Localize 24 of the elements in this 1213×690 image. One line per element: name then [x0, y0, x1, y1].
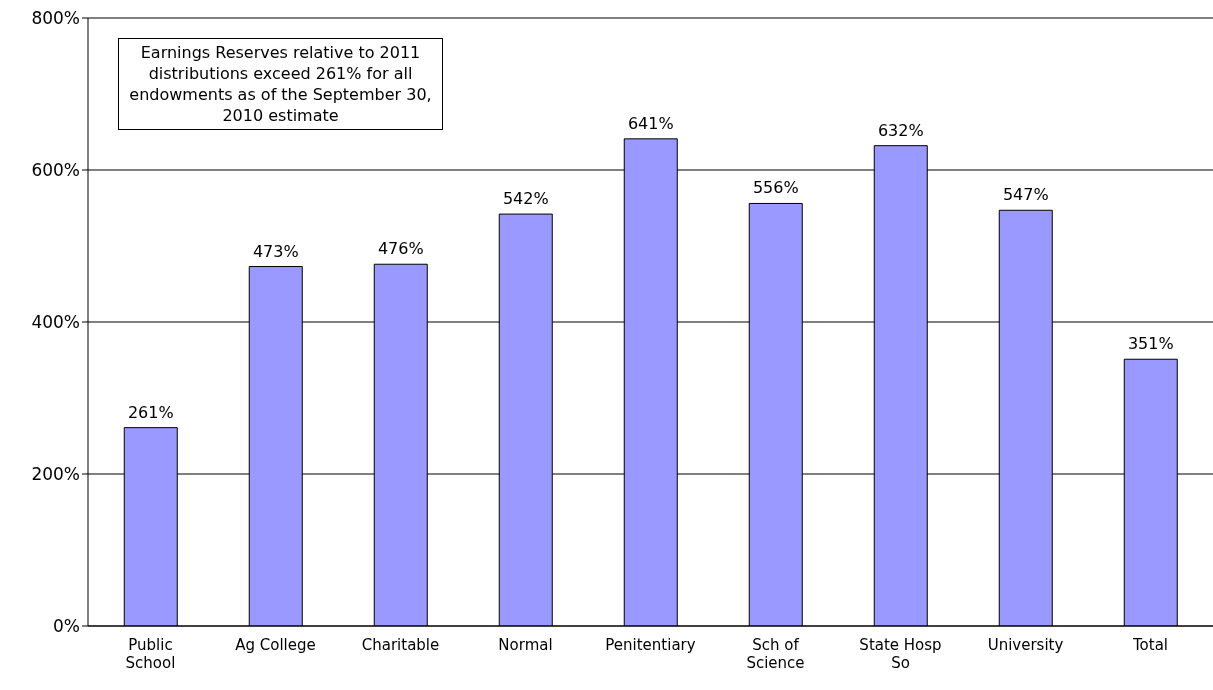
data-label: 473%: [252, 241, 299, 261]
data-label: 641%: [627, 113, 674, 133]
data-label: 632%: [877, 120, 924, 140]
data-label: 542%: [502, 189, 549, 209]
x-tick-label: Public School: [125, 636, 176, 672]
data-label: 261%: [127, 402, 174, 422]
data-label: 476%: [377, 239, 424, 259]
x-tick-label: Ag College: [235, 636, 316, 654]
y-tick-label: 600%: [31, 160, 80, 181]
annotation: Earnings Reserves relative to 2011 distributions exceed 261% for all endowments as of the September 30, 2010 estimate: [118, 38, 443, 130]
y-tick-label: 200%: [31, 464, 80, 485]
y-tick-label: 400%: [31, 312, 80, 333]
x-tick-label: State Hosp So: [859, 636, 942, 672]
y-tick-label: 800%: [31, 8, 80, 29]
x-tick-label: Total: [1131, 636, 1169, 654]
data-label: 547%: [1002, 185, 1049, 205]
x-tick-label: Normal: [498, 636, 553, 654]
x-tick-label: University: [987, 636, 1064, 654]
y-tick-label: 0%: [53, 616, 80, 637]
data-label: 351%: [1127, 334, 1174, 354]
x-tick-label: Sch of Science: [746, 636, 805, 672]
x-tick-label: Penitentiary: [605, 636, 696, 654]
data-label: 556%: [752, 178, 799, 198]
x-tick-label: Charitable: [361, 636, 440, 654]
